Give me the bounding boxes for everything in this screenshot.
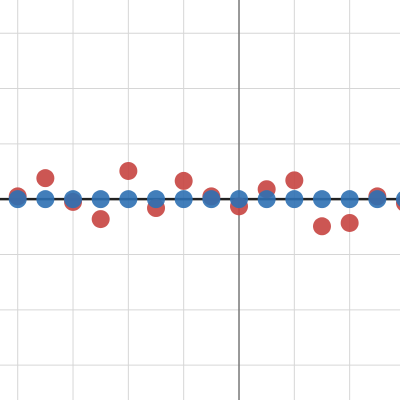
- point: [257, 190, 276, 209]
- point: [368, 190, 387, 209]
- point: [395, 191, 400, 207]
- point: [174, 190, 193, 209]
- point: [119, 190, 138, 209]
- point: [119, 161, 138, 180]
- point: [91, 190, 110, 209]
- point: [147, 190, 166, 209]
- point: [230, 190, 249, 209]
- point: [340, 213, 359, 232]
- point: [285, 190, 304, 209]
- point: [8, 190, 27, 209]
- point: [285, 171, 304, 190]
- point: [312, 190, 331, 209]
- point: [91, 210, 110, 229]
- point: [312, 217, 331, 236]
- point: [64, 190, 83, 209]
- point: [36, 190, 55, 209]
- point: [174, 171, 193, 190]
- point: [202, 190, 221, 209]
- point: [36, 169, 55, 188]
- point: [340, 190, 359, 209]
